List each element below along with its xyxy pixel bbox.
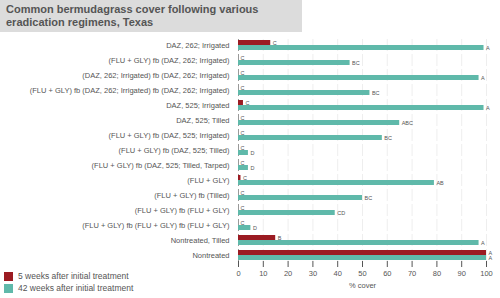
- html-text:42 weeks after initial treatme: 42 weeks after initial treatment: [18, 283, 134, 293]
- svg-text:C: C: [241, 115, 245, 121]
- svg-text:DAZ, 262; Irrigated: DAZ, 262; Irrigated: [166, 41, 229, 50]
- svg-text:C: C: [241, 205, 245, 211]
- svg-text:C: C: [245, 100, 249, 106]
- svg-text:BC: BC: [352, 60, 360, 66]
- svg-text:20: 20: [284, 269, 292, 278]
- svg-text:ABC: ABC: [402, 120, 413, 126]
- svg-text:(FLU + GLY) fb (FLU + GLY) fb: (FLU + GLY) fb (FLU + GLY) fb (FLU + GLY…: [82, 221, 230, 230]
- svg-text:BC: BC: [384, 135, 392, 141]
- svg-text:D: D: [253, 225, 257, 231]
- html-text:Common bermudagrass cover foll: Common bermudagrass cover following vari…: [6, 3, 259, 28]
- svg-text:(FLU + GLY) fb (FLU + GLY): (FLU + GLY) fb (FLU + GLY): [135, 206, 230, 215]
- svg-text:BC: BC: [372, 90, 380, 96]
- svg-text:B: B: [278, 235, 282, 241]
- svg-text:BC: BC: [365, 195, 373, 201]
- svg-text:A: A: [486, 45, 490, 51]
- svg-text:0: 0: [236, 269, 240, 278]
- svg-text:100: 100: [480, 269, 493, 278]
- svg-text:Nontreated, Tilled: Nontreated, Tilled: [171, 236, 230, 245]
- svg-text:(FLU + GLY) fb (DAZ, 262; Irri: (FLU + GLY) fb (DAZ, 262; Irrigated) fb …: [30, 86, 230, 95]
- svg-text:C: C: [241, 55, 245, 61]
- svg-text:(FLU + GLY) fb (DAZ, 525; Irri: (FLU + GLY) fb (DAZ, 525; Irrigated): [109, 131, 230, 140]
- svg-text:30: 30: [309, 269, 317, 278]
- svg-text:50: 50: [358, 269, 366, 278]
- svg-text:(DAZ, 262; Irrigated) fb (DAZ,: (DAZ, 262; Irrigated) fb (DAZ, 262; Irri…: [82, 71, 230, 80]
- svg-text:A: A: [481, 240, 485, 246]
- svg-text:C: C: [241, 70, 245, 76]
- svg-text:90: 90: [458, 269, 466, 278]
- svg-text:40: 40: [334, 269, 342, 278]
- svg-text:60: 60: [383, 269, 391, 278]
- svg-text:A: A: [486, 105, 490, 111]
- svg-text:% cover: % cover: [349, 281, 377, 290]
- svg-text:C: C: [241, 160, 245, 166]
- svg-text:D: D: [250, 165, 254, 171]
- svg-text:CD: CD: [337, 210, 345, 216]
- svg-text:(FLU + GLY) fb (DAZ, 262; Irri: (FLU + GLY) fb (DAZ, 262; Irrigated): [109, 56, 230, 65]
- svg-text:C: C: [241, 145, 245, 151]
- svg-text:(FLU + GLY) fb (Tilled): (FLU + GLY) fb (Tilled): [154, 191, 230, 200]
- svg-text:(FLU + GLY) fb (DAZ, 525; Till: (FLU + GLY) fb (DAZ, 525; Tilled, Tarped…: [92, 161, 230, 170]
- svg-text:C: C: [241, 220, 245, 226]
- svg-text:A: A: [488, 249, 493, 256]
- svg-text:80: 80: [433, 269, 441, 278]
- svg-text:10: 10: [259, 269, 267, 278]
- svg-text:(FLU + GLY): (FLU + GLY): [187, 176, 230, 185]
- svg-text:Nontreated: Nontreated: [192, 251, 229, 260]
- svg-text:A: A: [481, 75, 485, 81]
- svg-text:DAZ, 525; Tilled: DAZ, 525; Tilled: [176, 116, 229, 125]
- svg-text:C: C: [243, 175, 247, 181]
- svg-text:C: C: [273, 40, 277, 46]
- svg-text:DAZ, 525; Irrigated: DAZ, 525; Irrigated: [166, 101, 229, 110]
- svg-text:D: D: [250, 150, 254, 156]
- svg-text:C: C: [241, 190, 245, 196]
- svg-text:70: 70: [408, 269, 416, 278]
- svg-text:A: A: [489, 255, 493, 261]
- svg-text:(FLU + GLY) fb (DAZ, 525; Till: (FLU + GLY) fb (DAZ, 525; Tilled): [119, 146, 230, 155]
- svg-text:AB: AB: [436, 180, 444, 186]
- svg-text:C: C: [241, 85, 245, 91]
- html-text:5 weeks after initial treatmen: 5 weeks after initial treatment: [18, 271, 129, 281]
- svg-text:C: C: [241, 130, 245, 136]
